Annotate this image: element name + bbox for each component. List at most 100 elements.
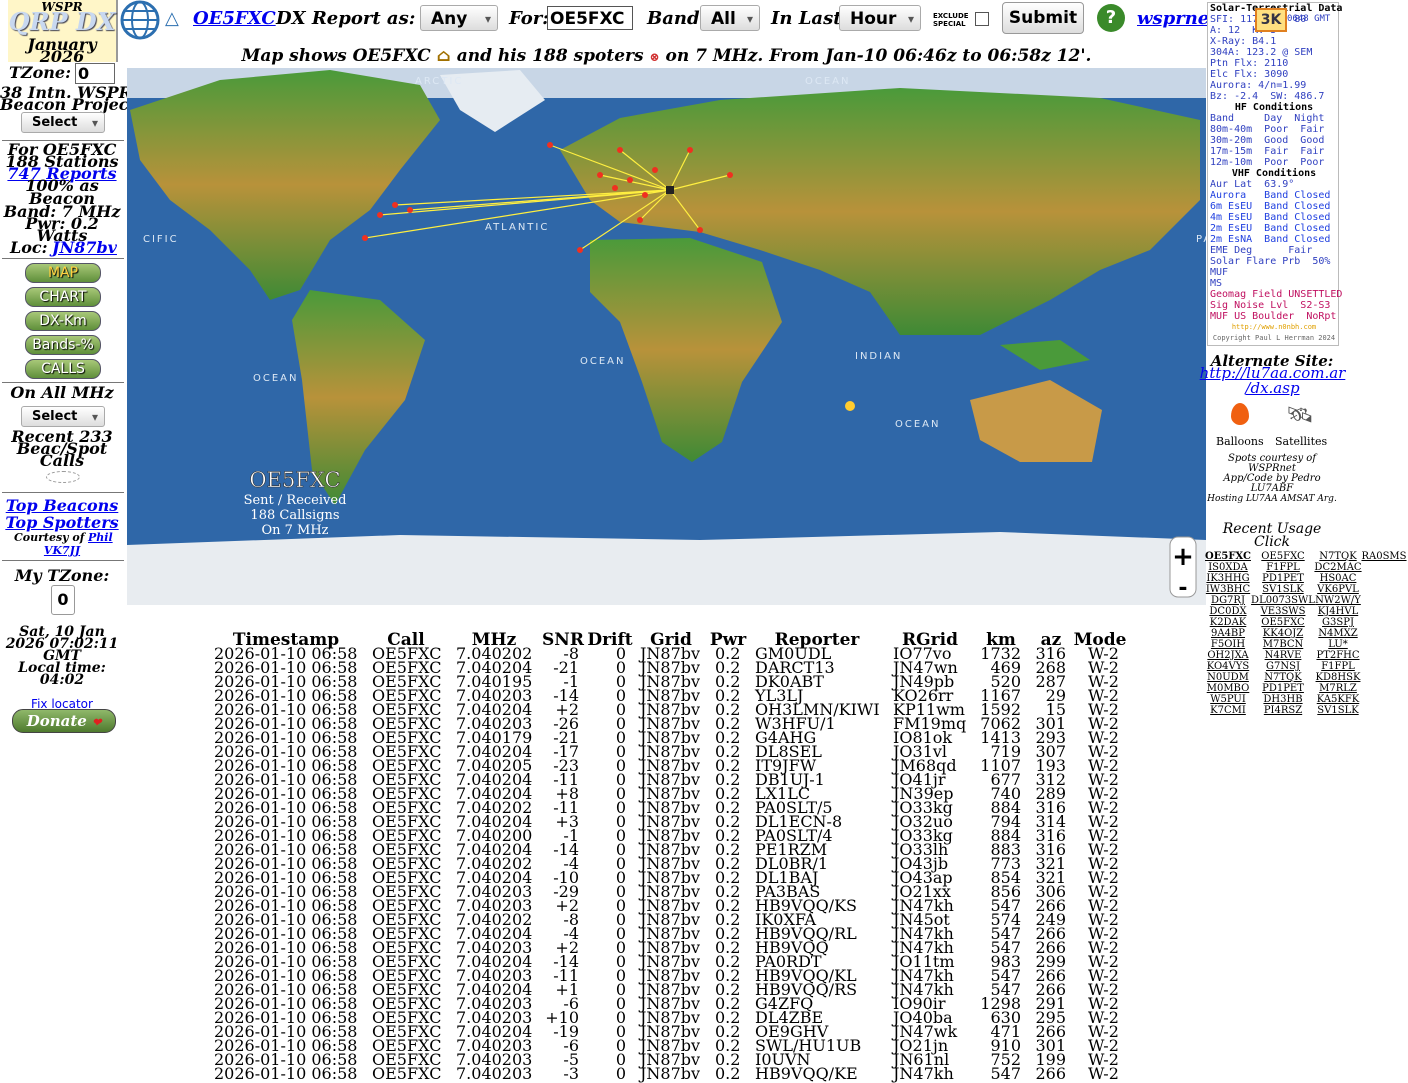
satellite-icon[interactable]: 🛰	[1286, 403, 1314, 428]
help-button[interactable]: ?	[1097, 4, 1125, 32]
any-select[interactable]: Any	[420, 5, 498, 32]
recent-call-link[interactable]: DH3HB	[1263, 694, 1303, 705]
recent-call-link[interactable]: KK4OJZ	[1262, 628, 1304, 639]
recent-call-link[interactable]: M7BCN	[1262, 639, 1304, 650]
nav-button[interactable]: MAP	[25, 263, 101, 283]
recent-call-link[interactable]: N0UDM	[1207, 672, 1249, 683]
nav-button[interactable]: CALLS	[25, 359, 101, 379]
recent-call-link[interactable]: PI4RSZ	[1263, 705, 1303, 716]
recent-call-link[interactable]: PD1PET	[1262, 573, 1304, 584]
recent-call-link[interactable]: M0MBO	[1206, 683, 1250, 694]
zoom-out[interactable]: -	[1178, 576, 1187, 601]
recent-call-link[interactable]: HS0AC	[1319, 573, 1357, 584]
table-cell: 0.2	[715, 980, 741, 999]
select[interactable]: Select	[21, 406, 105, 427]
alt-site-link[interactable]: http://lu7aa.com.ar/dx.asp	[1190, 366, 1355, 396]
table-cell: 0	[615, 966, 626, 985]
recent-call-link[interactable]: KD8HSK	[1315, 672, 1361, 683]
table-cell: JO43jb	[893, 854, 949, 873]
band-select[interactable]: All	[700, 5, 760, 32]
recent-call-link[interactable]: NW2W/Y	[1315, 595, 1361, 606]
recent-call-link[interactable]: PD1PET	[1262, 683, 1304, 694]
globe-icon[interactable]	[120, 0, 160, 40]
select[interactable]: Select	[21, 112, 105, 133]
recent-call-link[interactable]: DG7RJ	[1211, 595, 1245, 606]
recent-call-link[interactable]: KA5KFK	[1316, 694, 1360, 705]
tzone-input[interactable]: 0	[75, 63, 115, 84]
call-link[interactable]: OE5FXC	[193, 8, 276, 29]
recent-call-link[interactable]: SV1SLK	[1262, 584, 1304, 595]
recent-line: Beac/Spot	[16, 439, 108, 458]
table-cell: 7.040203	[456, 966, 533, 985]
nav-button[interactable]: CHART	[25, 287, 101, 307]
recent-call-link[interactable]: VE3SWS	[1260, 606, 1306, 617]
table-cell: 547	[990, 980, 1021, 999]
nav-button[interactable]: Bands-%	[25, 335, 101, 355]
table-cell: 520	[990, 672, 1021, 691]
exclude-checkbox[interactable]	[975, 12, 989, 26]
recent-call-link[interactable]: G7NSJ	[1266, 661, 1300, 672]
table-cell: W-2	[1088, 854, 1119, 873]
recent-call-link[interactable]: OE5FXC	[1261, 551, 1305, 562]
phil-link[interactable]: Phil	[88, 531, 113, 544]
recent-call-link[interactable]: KO4VYS	[1206, 661, 1250, 672]
recent-call-link[interactable]: N4MXZ	[1318, 628, 1358, 639]
map[interactable]: ARCTIC OCEAN ATLANTIC CIFIC OCEAN OCEAN INDIAN…	[127, 68, 1206, 605]
recent-call-link[interactable]: RA0SMS	[1361, 551, 1407, 562]
table-cell: 2026-01-10 06:58	[214, 980, 358, 999]
recent-call-link[interactable]: OH2JXA	[1207, 650, 1249, 661]
recent-call-link[interactable]: SV1SLK	[1317, 705, 1359, 716]
loc-link[interactable]: JN87bv	[52, 238, 117, 257]
top-beacons-link[interactable]: Top Beacons	[5, 496, 119, 515]
fix-locator-link[interactable]: Fix locator	[31, 697, 93, 711]
recent-call-link[interactable]: KJ4HVL	[1317, 606, 1359, 617]
zoom-in[interactable]: +	[1172, 542, 1194, 572]
band: Band: 7 MHz	[3, 202, 121, 221]
recent-call-link[interactable]: IK3HHG	[1206, 573, 1250, 584]
donate-button[interactable]: Donate ❤	[12, 709, 116, 733]
recent-call-link[interactable]: DC2MAC	[1314, 562, 1362, 573]
recent-call-link[interactable]: N4RVE	[1264, 650, 1302, 661]
recent-call-link[interactable]: DL0073SWL	[1251, 595, 1315, 606]
recent-call-link[interactable]: VK6PVL	[1317, 584, 1359, 595]
table-cell: JO21xx	[893, 882, 951, 901]
table-cell: -14	[553, 952, 579, 971]
recent-call-link[interactable]: F1FPL	[1321, 661, 1355, 672]
solar-line: Bz: -2.4 SW: 486.7	[1210, 91, 1325, 102]
reports-link[interactable]: 747 Reports	[7, 164, 117, 183]
table-cell: 2026-01-10 06:58	[214, 868, 358, 887]
recent-call-link[interactable]: K7CMI	[1210, 705, 1246, 716]
recent-call-link[interactable]: OE5FXC	[1261, 617, 1305, 628]
solar-line: HF Conditions	[1234, 102, 1314, 113]
recent-call-link[interactable]: F1FPL	[1266, 562, 1300, 573]
table-cell: DL4ZBE	[755, 1008, 824, 1027]
recent-call-link[interactable]: K2DAK	[1209, 617, 1247, 628]
recent-call-link[interactable]: IS0XDA	[1208, 562, 1248, 573]
table-cell: W-2	[1088, 1008, 1119, 1027]
recent-call-link[interactable]: W5PUI	[1210, 694, 1246, 705]
balloon-icon[interactable]	[1231, 403, 1249, 425]
table-cell: HB9VQQ/RS	[755, 980, 858, 999]
badge[interactable]: 3K	[1255, 8, 1287, 32]
for-input[interactable]: OE5FXC	[547, 6, 633, 30]
divider	[2, 382, 124, 383]
recent-call-link[interactable]: F5OIH	[1210, 639, 1246, 650]
stations: 188 Stations	[5, 152, 119, 171]
table-cell: 2026-01-10 06:58	[214, 910, 358, 929]
recent-call-link[interactable]: PT2FHC	[1316, 650, 1360, 661]
recent-call-link[interactable]: OE5FXC	[1205, 551, 1251, 562]
recent-call-link[interactable]: M7RLZ	[1319, 683, 1357, 694]
submit-button[interactable]: Submit	[1002, 2, 1084, 34]
my-tzone-input[interactable]: 0	[51, 585, 75, 615]
recent-call-link[interactable]: N7TQK	[1319, 551, 1357, 562]
recent-call-link[interactable]: G3SPJ	[1322, 617, 1354, 628]
nav-button[interactable]: DX-Km	[25, 311, 101, 331]
recent-call-link[interactable]: N7TQK	[1264, 672, 1302, 683]
recent-call-link[interactable]: DC0DX	[1209, 606, 1247, 617]
last-select[interactable]: Hour	[839, 5, 921, 32]
recent-call-link[interactable]: 9A4BP	[1210, 628, 1246, 639]
recent-call-link[interactable]: IW3BHC	[1205, 584, 1251, 595]
recent-call-link[interactable]: LU*	[1328, 639, 1348, 650]
vk7jj-link[interactable]: VK7JJ	[43, 544, 81, 557]
top-spotters-link[interactable]: Top Spotters	[5, 513, 119, 532]
